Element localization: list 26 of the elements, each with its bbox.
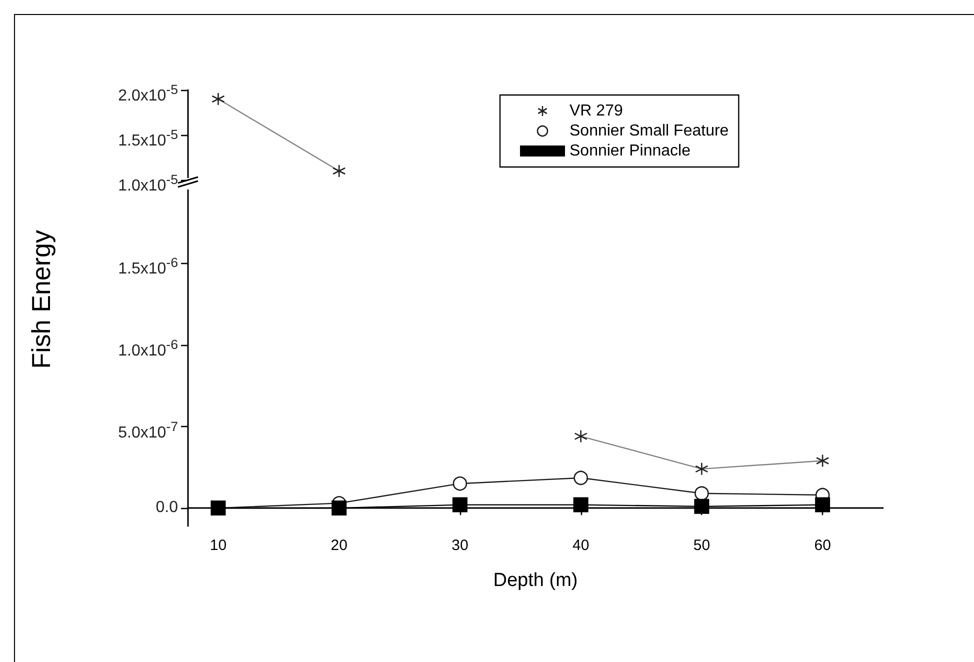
x-tick-label: 40 bbox=[572, 537, 590, 554]
y-tick-label: 2.0x10$^{-5}$ bbox=[118, 81, 178, 104]
x-tick-label: 50 bbox=[693, 537, 710, 554]
y-tick-label: 0.0 bbox=[156, 498, 178, 518]
y-axis-title: Fish Energy bbox=[26, 230, 56, 369]
point bbox=[694, 498, 710, 514]
y-tick-label: 1.5x10$^{-5}$ bbox=[118, 126, 178, 150]
y-tick-label: 1.5x10$^{-6}$ bbox=[118, 254, 178, 278]
point bbox=[573, 497, 588, 512]
point bbox=[574, 470, 588, 486]
legend-label: Sonnier Pinnacle bbox=[570, 142, 691, 160]
x-axis-title: Depth (m) bbox=[493, 570, 578, 591]
x-tick-label: 30 bbox=[452, 537, 468, 554]
y-tick-label: 1.0x10$^{-5}$ bbox=[118, 171, 178, 194]
point bbox=[452, 497, 468, 512]
legend-label: VR 279 bbox=[570, 102, 623, 120]
legend-label: Sonnier Small Feature bbox=[570, 122, 729, 140]
point bbox=[694, 486, 709, 501]
point bbox=[815, 497, 830, 512]
point bbox=[452, 476, 468, 491]
point bbox=[332, 500, 347, 516]
y-tick-label: 5.0x10$^{-7}$ bbox=[118, 418, 178, 441]
y-tick-label: 1.0x10$^{-6}$ bbox=[118, 336, 178, 360]
x-tick-label: 20 bbox=[330, 537, 348, 554]
x-tick-label: 10 bbox=[210, 537, 227, 554]
x-tick-label: 60 bbox=[814, 537, 831, 554]
